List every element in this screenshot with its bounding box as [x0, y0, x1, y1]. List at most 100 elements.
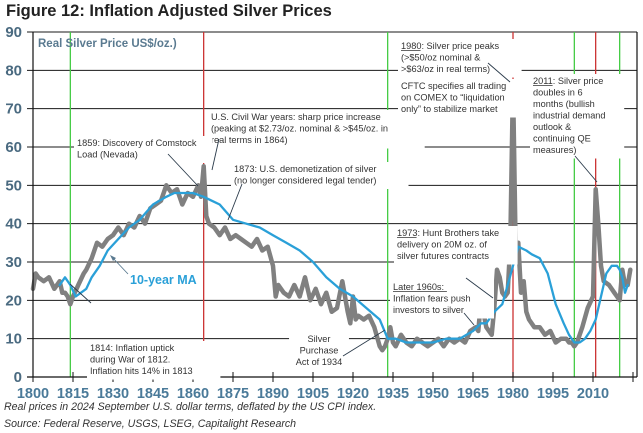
real-price-line [30, 79, 633, 353]
annotation-text: delivery on 20M oz. of [397, 240, 487, 250]
annotation-text: measures) [533, 145, 576, 155]
series-lines [30, 79, 633, 353]
annotation-background [398, 79, 532, 118]
x-tick-label: 1920 [337, 386, 369, 402]
y-tick-label: 30 [5, 254, 22, 271]
annotation-cftc: CFTC specifies all trading on COMEX to “l… [398, 79, 532, 118]
y-tick-label: 90 [5, 24, 22, 41]
annotation-text: 1859: Discovery of Comstock [77, 138, 197, 148]
x-tick-label: 1950 [417, 386, 449, 402]
annotation-background [74, 136, 213, 163]
annotation-text: 2011: Silver price [533, 76, 603, 86]
annotation-text: 1873: U.S. demonetization of silver [234, 164, 376, 174]
annotation-text: (no longer considered legal tender) [234, 176, 377, 186]
x-tick-label: 1965 [457, 386, 489, 402]
y-tick-label: 70 [5, 101, 22, 118]
y-tick-label: 10 [5, 331, 22, 348]
annotation-text: industrial demand [533, 111, 606, 121]
annotation-text: U.S. Civil War years: sharp price increa… [211, 112, 381, 122]
annotation-text: 1814: Inflation uptick [90, 343, 175, 353]
leader-civil-war [211, 138, 220, 171]
leader-peak-1980 [487, 62, 511, 83]
leader-demonetization [227, 183, 243, 221]
x-tick-label: 1830 [97, 386, 129, 402]
x-tick-label: 2010 [577, 386, 609, 402]
footnote-source: Source: Federal Reserve, USGS, LSEG, Cap… [4, 418, 297, 430]
x-tick-label: 1860 [177, 386, 209, 402]
y-tick-label: 80 [5, 62, 22, 79]
annotation-background [394, 226, 518, 265]
annotations: U.S. Civil War years: sharp price increa… [74, 39, 625, 380]
annotation-text: Inflation fears push [393, 294, 471, 304]
leader-hunt-1973 [465, 277, 494, 299]
annotation-background [231, 162, 409, 189]
annotation-text: Silver [308, 334, 331, 344]
annotation-text: Later 1960s: [393, 282, 444, 292]
x-tick-labels: 1800 1815 1830 1845 1860 1875 1890 1905 1920 1935… [17, 386, 609, 402]
annotation-text: real terms in 1864) [211, 135, 288, 145]
annotation-peak-1980: 1980: Silver price peaks (>$50/oz nominal… [398, 39, 522, 78]
leader-peak-2011 [574, 155, 598, 183]
annotation-text: only” to stabilize market [401, 104, 498, 114]
ma-label-arrow [111, 256, 129, 275]
leader-comstock [167, 153, 199, 187]
annotation-background [398, 39, 522, 78]
figure-title: Figure 12: Inflation Adjusted Silver Pri… [6, 2, 332, 20]
series-label: Real Silver Price US$/oz.) [38, 38, 177, 50]
annotation-text: CFTC specifies all trading [401, 81, 506, 91]
annotation-comstock: 1859: Discovery of Comstock Load (Nevada) [74, 136, 213, 163]
y-tick-label: 50 [5, 177, 22, 194]
y-tick-label: 40 [5, 216, 22, 233]
annotation-background [208, 110, 425, 149]
x-tick-label: 1890 [257, 386, 289, 402]
leader-war-1812 [69, 283, 92, 304]
y-tick-label: 60 [5, 139, 22, 156]
x-tick-label: 1800 [17, 386, 49, 402]
annotation-text: silver futures contracts [397, 251, 489, 261]
annotation-text: 1980: Silver price peaks [401, 41, 499, 51]
annotation-text: (>$50/oz nominal & [401, 53, 480, 63]
annotation-text: 1973: Hunt Brothers take [397, 228, 499, 238]
annotation-text: outlook & [533, 122, 571, 132]
x-tick-label: 1815 [57, 386, 89, 402]
y-tick-label: 0 [14, 369, 22, 386]
annotation-text: doubles in 6 [533, 88, 583, 98]
annotation-text: >$63/oz in real terms) [401, 64, 490, 74]
x-tick-label: 1935 [377, 386, 409, 402]
annotation-text: (peaking at $2.73/oz. nominal & >$45/oz.… [211, 124, 388, 134]
annotation-background [530, 74, 625, 159]
leader-later-1960s [463, 312, 475, 326]
leader-purchase-act [342, 329, 386, 357]
annotation-text: Load (Nevada) [77, 150, 138, 160]
annotation-hunt-1973: 1973: Hunt Brothers take delivery on 20M … [394, 226, 518, 265]
annotation-text: Purchase [300, 346, 339, 356]
annotation-demonetization: 1873: U.S. demonetization of silver (no l… [231, 162, 409, 189]
annotation-text: Act of 1934 [296, 357, 342, 367]
annotation-background [87, 341, 221, 380]
ma-arrow-head [110, 255, 116, 261]
x-tick-label: 1905 [297, 386, 329, 402]
x-tick-label: 1845 [137, 386, 169, 402]
moving-average-line [58, 191, 629, 344]
footnote-deflation: Real prices in 2024 September U.S. dolla… [4, 401, 377, 413]
x-tick-label: 1995 [537, 386, 569, 402]
ma-label: 10-year MA [130, 273, 197, 287]
annotation-text: during War of 1812. [90, 355, 170, 365]
y-tick-label: 20 [5, 292, 22, 309]
annotation-background [289, 332, 349, 371]
annotation-text: months (bullish [533, 99, 595, 109]
annotation-leaders [69, 62, 598, 357]
annotation-text: on COMEX to “liquidation [401, 93, 505, 103]
x-tick-label: 1980 [497, 386, 529, 402]
y-tick-labels: 0 10 20 30 40 50 60 70 80 90 [5, 24, 22, 386]
annotation-text: Inflation hits 14% in 1813 [90, 366, 193, 376]
x-tick-label: 1875 [217, 386, 249, 402]
annotation-war-1812: 1814: Inflation uptick during War of 1812… [87, 341, 221, 380]
annotation-later-1960s: Later 1960s: Inflation fears pushinvestor… [390, 280, 494, 319]
annotation-text: investors to silver [393, 305, 464, 315]
annotation-text: continuing QE [533, 134, 591, 144]
annotation-civil-war: U.S. Civil War years: sharp price increa… [208, 110, 425, 149]
